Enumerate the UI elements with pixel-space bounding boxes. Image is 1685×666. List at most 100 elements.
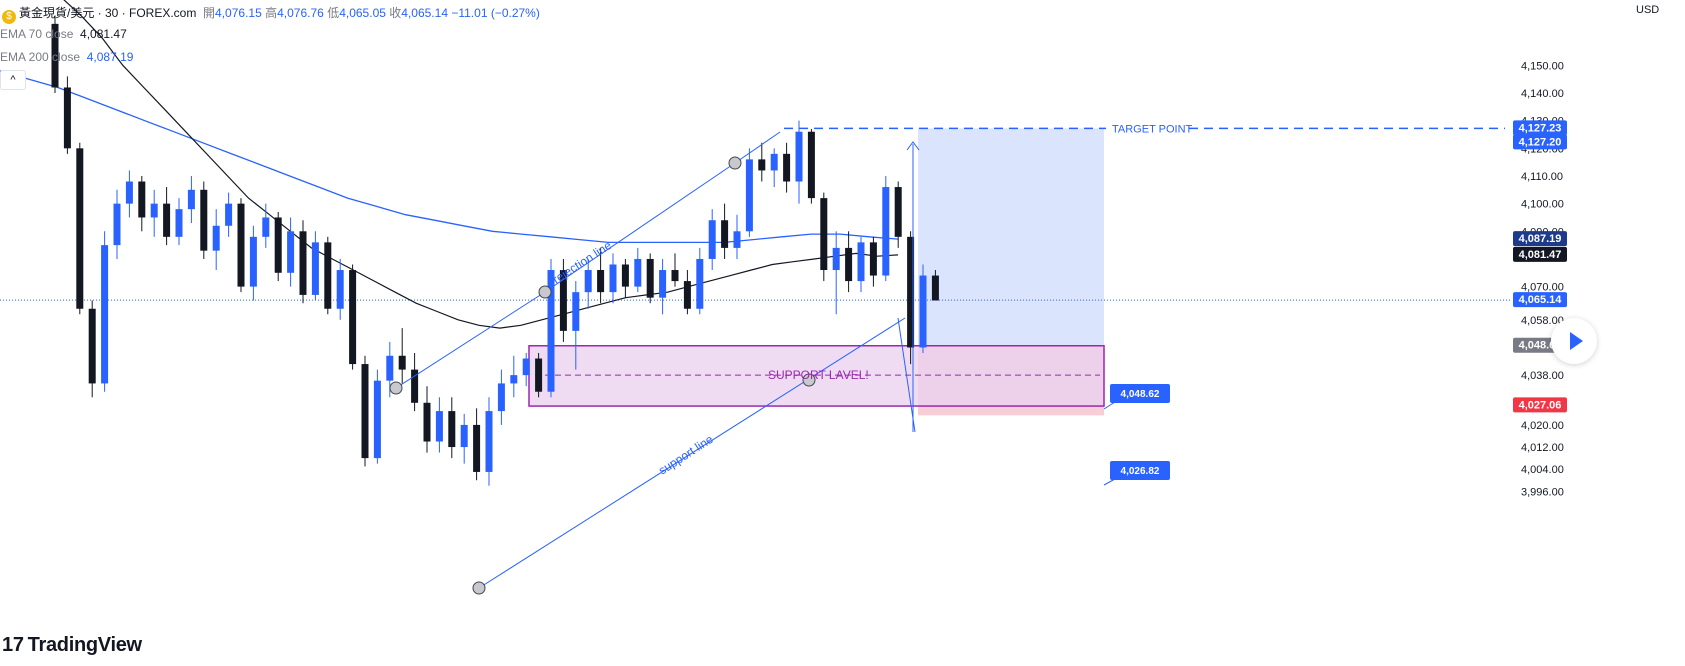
candle-body-9 bbox=[163, 203, 171, 237]
candle-body-64 bbox=[845, 247, 853, 282]
ema70-legend[interactable]: EMA 70 close 4,081.47 bbox=[0, 27, 127, 41]
low-label: 低 bbox=[327, 6, 340, 20]
candle-body-21 bbox=[311, 242, 319, 295]
currency-label[interactable]: USD bbox=[1636, 4, 1660, 16]
candle-body-46 bbox=[621, 264, 629, 287]
candle-body-18 bbox=[274, 217, 282, 273]
position-zones bbox=[0, 128, 1510, 416]
target-label: TARGET POINT bbox=[1112, 123, 1193, 135]
stop-level-tag-bg bbox=[1110, 461, 1170, 480]
candle-body-61 bbox=[807, 131, 815, 199]
y-tick-1: 4,140.00 bbox=[1521, 88, 1564, 100]
candle-body-7 bbox=[138, 181, 146, 218]
price-tag-2-bg bbox=[1513, 231, 1567, 247]
y-tick-13: 3,996.00 bbox=[1521, 486, 1564, 498]
entry-tag-text: 4,048.62 bbox=[1121, 389, 1160, 400]
ema200-value: 4,087.19 bbox=[86, 50, 134, 64]
price-tag-1: 4,127.20 bbox=[1519, 136, 1562, 148]
candle-body-6 bbox=[125, 181, 133, 204]
candle-body-26 bbox=[373, 380, 381, 459]
candle-body-67 bbox=[882, 187, 890, 276]
support-zone-label: SUPPORT LAVEL! bbox=[768, 368, 869, 382]
high-label: 高 bbox=[265, 6, 278, 20]
candle-body-43 bbox=[584, 270, 592, 293]
price-tag-4: 4,065.14 bbox=[1519, 294, 1563, 306]
candles bbox=[51, 15, 939, 486]
stop-level-tag-text: 4,026.82 bbox=[1121, 466, 1160, 477]
change-value: −11.01 (−0.27%) bbox=[451, 6, 540, 20]
projection-arrow-head bbox=[906, 141, 920, 151]
candle-body-13 bbox=[212, 225, 220, 251]
price-tag-2: 4,087.19 bbox=[1519, 233, 1562, 245]
candle-body-66 bbox=[869, 242, 877, 276]
candle-body-8 bbox=[150, 203, 158, 218]
candle-body-49 bbox=[659, 270, 667, 298]
gold-coin-icon: $ bbox=[2, 10, 16, 24]
collapse-legend-button[interactable]: ^ bbox=[0, 70, 26, 90]
candle-body-39 bbox=[535, 358, 543, 392]
support-line-label: support line bbox=[656, 432, 716, 478]
candle-body-69 bbox=[907, 236, 915, 348]
candle-body-41 bbox=[559, 270, 567, 331]
candle-body-60 bbox=[795, 131, 803, 182]
candle-body-48 bbox=[646, 258, 654, 298]
symbol-name[interactable]: 黃金現貨/美元 · 30 · FOREX.com bbox=[19, 6, 197, 20]
price-tag-1-bg bbox=[1513, 134, 1567, 150]
brand-name: TradingView bbox=[27, 634, 142, 656]
candle-body-27 bbox=[386, 355, 394, 381]
candle-body-33 bbox=[460, 424, 468, 448]
candle-body-23 bbox=[336, 270, 344, 309]
tradingview-logo[interactable]: 17 TradingView bbox=[2, 634, 142, 657]
price-axis[interactable]: 4,150.004,140.004,130.004,120.004,110.00… bbox=[1513, 60, 1567, 498]
candle-body-47 bbox=[634, 258, 642, 287]
ema200-label: EMA 200 close bbox=[0, 50, 81, 64]
price-tag-3: 4,081.47 bbox=[1519, 249, 1562, 261]
candle-body-62 bbox=[820, 198, 828, 271]
candle-body-10 bbox=[175, 209, 183, 237]
candle-body-42 bbox=[572, 292, 580, 331]
candle-body-35 bbox=[485, 411, 493, 472]
candle-body-16 bbox=[249, 236, 257, 287]
ema200-legend[interactable]: EMA 200 close 4,087.19 bbox=[0, 50, 133, 64]
candle-body-17 bbox=[262, 217, 270, 237]
rejection-line-a bbox=[395, 291, 546, 389]
candle-body-68 bbox=[894, 187, 902, 237]
rejection-line-b bbox=[544, 162, 736, 293]
y-tick-12: 4,004.00 bbox=[1521, 464, 1564, 476]
candle-body-56 bbox=[745, 159, 753, 232]
price-tag-6: 4,027.06 bbox=[1519, 399, 1562, 411]
candle-body-55 bbox=[733, 231, 741, 248]
projection-line bbox=[897, 317, 916, 433]
candle-body-70 bbox=[919, 275, 927, 348]
y-tick-8: 4,058.00 bbox=[1521, 315, 1564, 327]
y-tick-0: 4,150.00 bbox=[1521, 60, 1564, 72]
price-tag-0: 4,127.23 bbox=[1519, 122, 1562, 134]
entry-tag-bg bbox=[1110, 384, 1170, 403]
rejection-line-label: rejection line bbox=[550, 238, 614, 287]
support-trend-line bbox=[478, 317, 906, 589]
open-value: 4,076.15 bbox=[215, 6, 262, 20]
ema-lines bbox=[0, 0, 899, 329]
candle-body-54 bbox=[721, 220, 729, 248]
candle-body-19 bbox=[287, 231, 295, 273]
candle-body-32 bbox=[448, 411, 456, 448]
pivot-marker-3 bbox=[802, 373, 816, 387]
pivot-marker-1 bbox=[538, 285, 552, 299]
candle-body-3 bbox=[88, 308, 96, 384]
candle-body-59 bbox=[783, 153, 791, 182]
candle-body-58 bbox=[770, 153, 778, 171]
y-tick-11: 4,012.00 bbox=[1521, 442, 1564, 454]
candle-body-2 bbox=[76, 148, 84, 309]
candle-body-30 bbox=[423, 402, 431, 442]
candle-body-12 bbox=[200, 189, 208, 251]
pivot-marker-2 bbox=[728, 156, 742, 170]
y-tick-4: 4,110.00 bbox=[1521, 171, 1563, 183]
candle-body-51 bbox=[683, 281, 691, 309]
ema200-line bbox=[0, 70, 899, 244]
candle-body-20 bbox=[299, 231, 307, 295]
candle-body-71 bbox=[931, 275, 939, 301]
target-zone bbox=[918, 128, 1104, 346]
pivot-marker-4 bbox=[472, 581, 486, 595]
replay-button[interactable] bbox=[1551, 318, 1597, 364]
